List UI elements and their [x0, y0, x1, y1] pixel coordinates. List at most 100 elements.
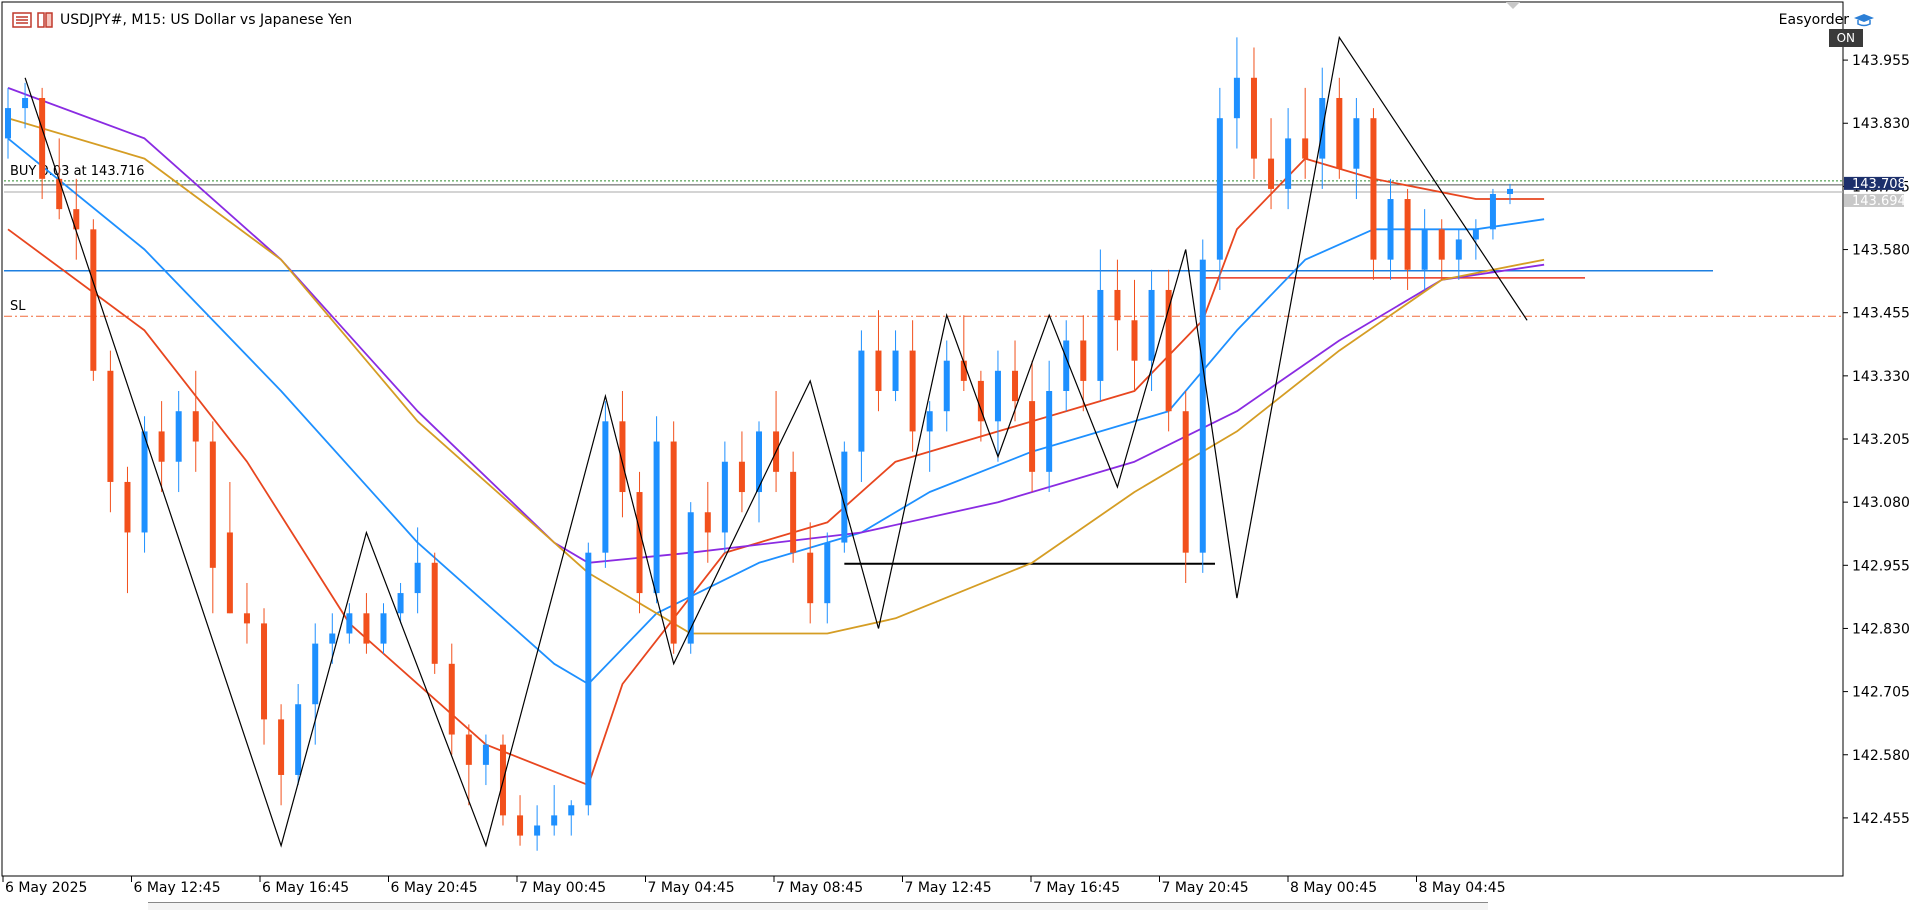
candle-body	[295, 704, 302, 775]
x-tick-label: 8 May 04:45	[1419, 880, 1506, 896]
candle-body	[1199, 259, 1206, 553]
candle-body	[124, 481, 131, 533]
x-tick-label: 7 May 00:45	[519, 880, 606, 896]
candle-body	[209, 441, 216, 568]
x-tick-label: 6 May 16:45	[262, 880, 349, 896]
y-tick-label: 143.205	[1852, 432, 1910, 448]
candle-body	[1302, 138, 1309, 159]
candle-body	[1438, 229, 1445, 260]
candle-body	[960, 360, 967, 381]
candle-body	[1131, 320, 1138, 361]
candle-body	[756, 431, 762, 493]
graduation-cap-icon	[1854, 14, 1874, 27]
horizontal-scrollbar[interactable]	[148, 902, 1488, 910]
candle-body	[39, 97, 46, 179]
y-tick-label: 142.455	[1852, 811, 1910, 827]
candle-body	[704, 512, 711, 533]
candle-body	[1370, 118, 1377, 260]
candle-body	[1148, 289, 1155, 361]
candle-body	[346, 613, 353, 634]
candle-body	[175, 411, 182, 462]
candle-body	[363, 613, 370, 644]
candle-body	[824, 542, 831, 604]
x-tick-label: 7 May 12:45	[905, 880, 992, 896]
candle-body	[226, 532, 233, 614]
candle-body	[5, 108, 11, 139]
candle-body	[619, 421, 626, 493]
chart-window-icon[interactable]	[12, 12, 32, 28]
candle-body	[329, 633, 336, 644]
y-tick-label: 143.580	[1852, 243, 1910, 259]
chart-shift-marker[interactable]	[1506, 2, 1520, 9]
candle-body	[721, 461, 728, 533]
candle-body	[1233, 77, 1240, 119]
candle-body	[1421, 229, 1428, 270]
candle-body	[1489, 193, 1496, 230]
candle-body	[517, 815, 524, 836]
y-tick-label: 142.580	[1852, 748, 1910, 764]
candle-body	[1165, 289, 1172, 412]
candle-body	[1216, 118, 1223, 260]
x-tick-label: 7 May 04:45	[648, 880, 735, 896]
candle-body	[1507, 188, 1513, 194]
bid-price-label: 143.694	[1852, 194, 1906, 209]
y-tick-label: 142.830	[1852, 621, 1910, 637]
candle-body	[653, 441, 660, 594]
candle-body	[1455, 239, 1462, 260]
candle-body	[807, 552, 814, 604]
zigzag-line	[24, 35, 1528, 848]
candle-body	[56, 178, 63, 210]
candle-body	[380, 613, 387, 644]
candle-body	[1336, 97, 1343, 169]
candle-body	[1250, 77, 1257, 159]
bid-price-tag	[1844, 193, 1904, 207]
candle-body	[278, 719, 285, 775]
y-tick-label: 143.080	[1852, 495, 1910, 511]
candle-body	[977, 380, 984, 422]
candle-body	[585, 552, 592, 806]
candle-body	[926, 411, 933, 432]
x-tick-label: 6 May 20:45	[391, 880, 478, 896]
candle-body	[73, 209, 80, 230]
x-tick-label: 7 May 08:45	[776, 880, 863, 896]
candle-body	[1114, 289, 1121, 321]
one-click-trading-icon[interactable]	[36, 12, 56, 28]
ea-name: Easyorder	[1778, 12, 1849, 28]
candle-body	[858, 350, 865, 452]
candle-body	[465, 734, 472, 765]
candle-body	[687, 512, 694, 644]
chart-header: USDJPY#, M15: US Dollar vs Japanese Yen	[12, 10, 352, 30]
candle-body	[192, 411, 199, 442]
candle-body	[994, 370, 1001, 422]
ask-price-label: 143.708	[1852, 177, 1906, 192]
candle-body	[841, 451, 848, 543]
x-tick-label: 7 May 16:45	[1033, 880, 1120, 896]
buy-order-label: BUY 0.03 at 143.716	[10, 164, 145, 179]
candle-body	[1029, 401, 1036, 472]
candle-body	[107, 370, 114, 482]
expert-advisor-label: Easyorder	[1779, 12, 1875, 28]
candle-body	[431, 562, 438, 664]
candle-body	[158, 431, 165, 462]
candle-body	[1404, 199, 1411, 270]
candle-body	[141, 431, 148, 533]
candle-body	[943, 360, 950, 412]
candle-body	[1472, 229, 1479, 240]
candle-body	[551, 815, 558, 826]
candle-body	[1080, 340, 1087, 381]
candle-body	[1063, 340, 1070, 392]
ask-price-tag	[1844, 176, 1904, 190]
candle-body	[243, 613, 250, 624]
ea-status-badge[interactable]: ON	[1828, 29, 1863, 47]
candle-body	[1182, 411, 1189, 553]
candle-body	[1353, 118, 1360, 169]
x-tick-label: 6 May 2025	[5, 880, 87, 896]
y-tick-label: 143.955	[1852, 53, 1910, 69]
candle-body	[482, 744, 489, 765]
candle-body	[448, 663, 455, 735]
moving-average-2	[7, 87, 1545, 564]
candle-body	[22, 97, 29, 109]
candle-body	[261, 623, 268, 720]
